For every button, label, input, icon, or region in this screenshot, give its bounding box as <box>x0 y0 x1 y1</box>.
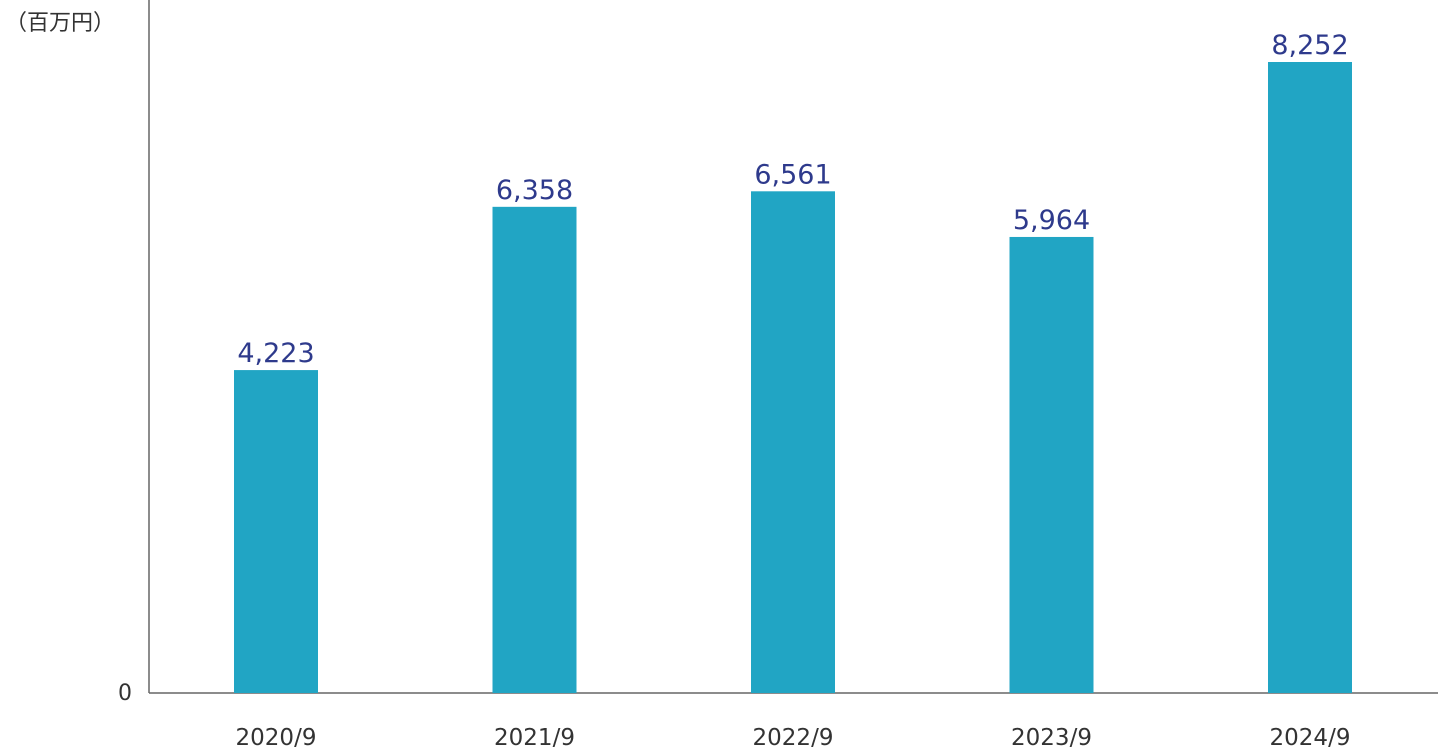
bar-2020-9 <box>234 370 318 693</box>
value-label: 5,964 <box>1013 205 1090 236</box>
bar-2022-9 <box>751 191 835 693</box>
x-tick-label: 2022/9 <box>753 725 834 751</box>
bar-2021-9 <box>492 206 577 693</box>
x-tick-label: 2024/9 <box>1270 725 1351 751</box>
y-zero-label: 0 <box>118 681 132 706</box>
bars-layer: 4,223 2020/9 6,358 2021/9 6,561 2022/9 5,964 20… <box>234 30 1352 751</box>
x-tick-label: 2020/9 <box>236 725 317 751</box>
value-label: 8,252 <box>1271 30 1348 61</box>
bar-2024-9 <box>1268 62 1352 693</box>
x-tick-label: 2023/9 <box>1011 725 1092 751</box>
value-label: 6,358 <box>496 175 573 206</box>
value-label: 6,561 <box>754 159 831 190</box>
value-label: 4,223 <box>237 338 314 369</box>
x-tick-label: 2021/9 <box>494 725 575 751</box>
unit-label: （百万円） <box>5 11 115 36</box>
bar-2023-9 <box>1009 236 1094 693</box>
